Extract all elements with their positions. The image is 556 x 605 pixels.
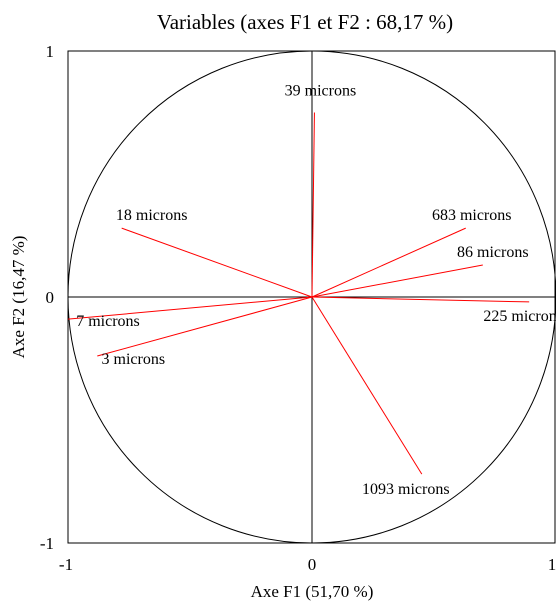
vector-39-microns: [311, 112, 315, 298]
label-39-microns: 39 microns: [285, 83, 357, 100]
label-3-microns: 3 microns: [102, 351, 166, 368]
label-1093-microns: 1093 microns: [362, 481, 450, 498]
vector-1093-microns: [311, 296, 423, 475]
vector-683-microns: [311, 227, 466, 298]
y-tick-zero: 0: [46, 288, 55, 307]
label-18-microns: 18 microns: [116, 207, 188, 224]
y-tick-min: -1: [40, 534, 54, 553]
label-683-microns: 683 microns: [432, 207, 512, 224]
x-tick-max: 1: [548, 555, 556, 574]
vector-3-microns: [97, 296, 313, 357]
vector-7-microns: [67, 296, 313, 320]
vector-225-microns: [311, 296, 530, 303]
label-86-microns: 86 microns: [457, 244, 529, 261]
y-tick-max: 1: [46, 42, 55, 61]
chart-title: Variables (axes F1 et F2 : 68,17 %): [157, 10, 453, 34]
x-tick-zero: 0: [308, 555, 317, 574]
x-axis-label: Axe F1 (51,70 %): [251, 582, 374, 601]
label-225-microns: 225 microns: [483, 308, 556, 325]
label-7-microns: 7 microns: [76, 313, 140, 330]
vector-86-microns: [311, 264, 483, 298]
vector-18-microns: [121, 227, 313, 298]
x-tick-min: -1: [59, 555, 73, 574]
y-axis-label: Axe F2 (16,47 %): [9, 236, 28, 359]
